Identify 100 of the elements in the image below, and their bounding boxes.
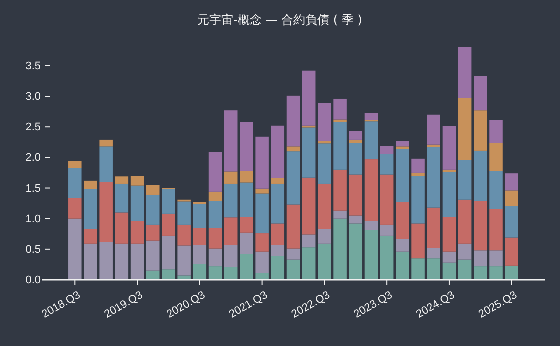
- bar: [427, 147, 440, 208]
- bar: [490, 250, 503, 267]
- bar: [193, 228, 207, 246]
- bar: [349, 224, 363, 280]
- bar: [412, 258, 425, 280]
- bar: [208, 248, 222, 267]
- bar: [208, 266, 222, 280]
- bar: [396, 239, 410, 252]
- y-tick-label: 2.5: [26, 122, 41, 134]
- bar: [318, 244, 332, 280]
- bar: [364, 221, 378, 230]
- chart-title: 元宇宙-概念 — 合約負債 ( 季 ): [198, 13, 362, 27]
- bar: [364, 230, 378, 280]
- bar: [334, 210, 347, 219]
- y-tick-label: 3.0: [26, 91, 41, 104]
- bar: [458, 160, 472, 200]
- bar: [349, 140, 363, 144]
- bar: [68, 198, 82, 219]
- bar: [442, 262, 456, 280]
- bar: [458, 200, 472, 244]
- bar: [490, 171, 503, 210]
- bar: [490, 120, 503, 144]
- bar: [427, 248, 440, 259]
- bar: [505, 174, 518, 191]
- bar: [427, 114, 440, 145]
- y-tick-label: 3.5: [26, 60, 41, 72]
- bar: [286, 96, 300, 147]
- bar: [427, 208, 440, 248]
- bar: [115, 184, 129, 213]
- bar: [68, 161, 82, 168]
- bar: [130, 221, 144, 244]
- y-tick-label: 0.5: [26, 244, 41, 256]
- bar: [364, 113, 378, 120]
- bar: [334, 98, 347, 120]
- bar: [427, 144, 440, 148]
- bar: [458, 260, 472, 280]
- bar: [256, 188, 269, 194]
- bar: [286, 260, 300, 280]
- bar: [474, 76, 488, 111]
- bar: [130, 244, 144, 280]
- bar: [380, 236, 394, 280]
- bar: [240, 254, 254, 280]
- bar: [505, 266, 518, 280]
- bar: [380, 146, 394, 154]
- bar: [178, 276, 191, 280]
- bar: [286, 152, 300, 205]
- bar: [396, 202, 410, 240]
- bar: [84, 229, 98, 244]
- bar: [84, 189, 98, 230]
- bar: [224, 267, 238, 280]
- bar: [271, 256, 285, 280]
- y-tick-label: 0.0: [26, 274, 41, 287]
- bar: [178, 246, 191, 276]
- bar: [240, 232, 254, 254]
- bar: [256, 194, 269, 234]
- bar: [490, 209, 503, 251]
- bar: [286, 146, 300, 152]
- bar: [474, 201, 488, 251]
- bar: [146, 240, 160, 271]
- bar: [224, 184, 238, 218]
- bar: [318, 103, 332, 142]
- bar: [115, 244, 129, 280]
- bar: [490, 266, 503, 280]
- bar: [271, 224, 285, 246]
- bar: [474, 250, 488, 267]
- bar: [240, 171, 254, 183]
- bar: [208, 152, 222, 192]
- bar: [256, 136, 269, 189]
- bar: [302, 178, 316, 235]
- bar: [474, 266, 488, 280]
- bar: [178, 202, 191, 225]
- bar: [302, 70, 316, 126]
- bar: [490, 143, 503, 172]
- bar: [193, 245, 207, 264]
- bar: [505, 206, 518, 238]
- bar: [349, 131, 363, 140]
- bar: [349, 143, 363, 175]
- bar: [349, 174, 363, 216]
- bar: [442, 217, 456, 252]
- bar: [318, 229, 332, 244]
- bar: [380, 224, 394, 236]
- bar: [130, 176, 144, 186]
- bar: [84, 244, 98, 280]
- bar: [458, 98, 472, 160]
- y-tick-label: 1.5: [26, 182, 41, 195]
- bar: [396, 141, 410, 147]
- bar: [271, 245, 285, 256]
- bar: [130, 186, 144, 222]
- bar: [442, 170, 456, 172]
- bar: [412, 224, 425, 259]
- bar: [84, 180, 98, 190]
- bar: [380, 174, 394, 225]
- bar: [178, 224, 191, 246]
- bar: [286, 204, 300, 249]
- bar: [146, 224, 160, 241]
- bar: [458, 244, 472, 260]
- bar: [224, 245, 238, 268]
- bar: [100, 140, 113, 147]
- bar: [505, 238, 518, 266]
- bar: [364, 122, 378, 160]
